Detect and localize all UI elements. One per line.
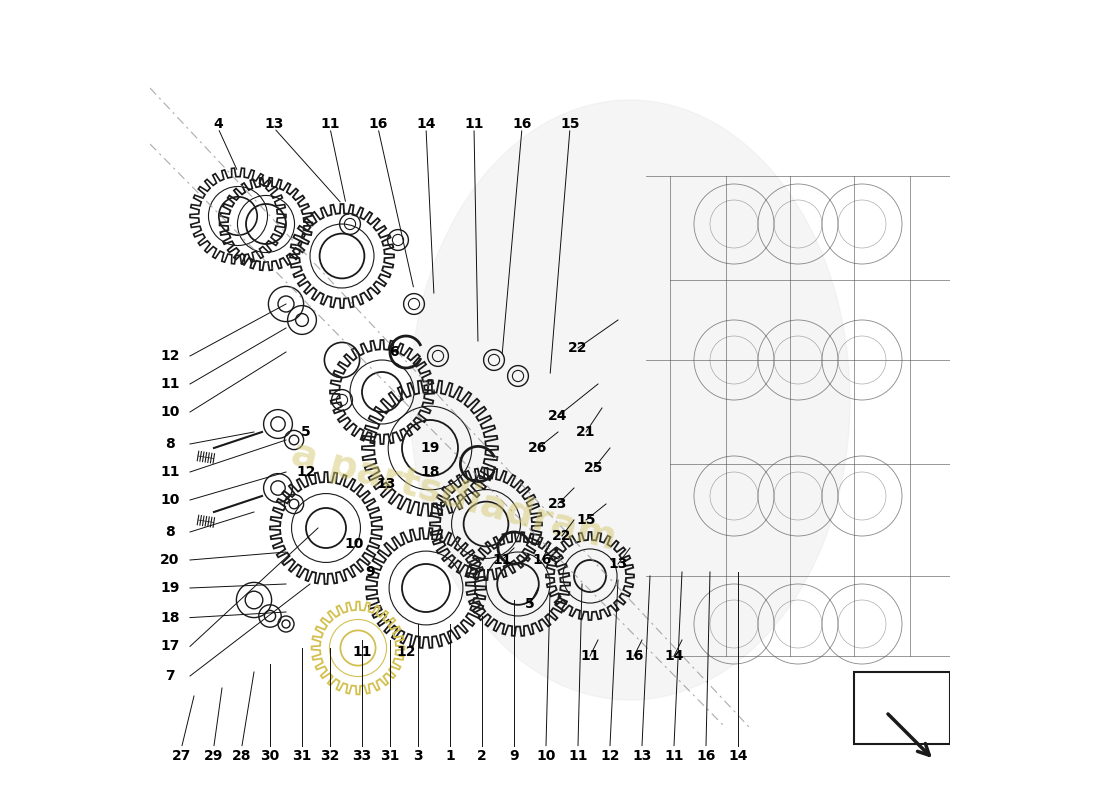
Text: 18: 18 (161, 610, 179, 625)
Text: 14: 14 (416, 117, 436, 131)
Text: 31: 31 (293, 749, 311, 763)
Text: 12: 12 (296, 465, 316, 479)
Text: 11: 11 (569, 749, 587, 763)
Text: 11: 11 (664, 749, 684, 763)
Text: 5: 5 (525, 597, 535, 611)
Text: 10: 10 (161, 493, 179, 507)
Text: 29: 29 (205, 749, 223, 763)
Text: 16: 16 (532, 553, 552, 567)
Text: 23: 23 (548, 497, 568, 511)
Text: 16: 16 (368, 117, 387, 131)
Text: 9: 9 (509, 749, 519, 763)
Text: 3: 3 (414, 749, 422, 763)
Text: 7: 7 (165, 669, 175, 683)
Text: 12: 12 (161, 349, 179, 363)
Text: 9: 9 (365, 565, 375, 579)
Text: 11: 11 (161, 377, 179, 391)
Text: 8: 8 (165, 437, 175, 451)
Text: 22: 22 (552, 529, 572, 543)
Text: 19: 19 (161, 581, 179, 595)
Text: 10: 10 (344, 537, 364, 551)
Text: 32: 32 (320, 749, 340, 763)
Text: 33: 33 (352, 749, 372, 763)
Text: 11: 11 (581, 649, 600, 663)
Text: 25: 25 (584, 461, 604, 475)
Text: 15: 15 (560, 117, 580, 131)
Text: a partsdiadram: a partsdiadram (287, 434, 620, 558)
Text: 31: 31 (381, 749, 399, 763)
Text: 20: 20 (161, 553, 179, 567)
Text: 11: 11 (493, 553, 512, 567)
Text: 28: 28 (232, 749, 252, 763)
Text: 22: 22 (569, 341, 587, 355)
Text: 16: 16 (696, 749, 716, 763)
Text: 27: 27 (173, 749, 191, 763)
Text: 13: 13 (264, 117, 284, 131)
Text: 30: 30 (261, 749, 279, 763)
Text: 17: 17 (161, 639, 179, 654)
Text: 2: 2 (477, 749, 487, 763)
Text: 8: 8 (165, 525, 175, 539)
Text: 14: 14 (664, 649, 684, 663)
Text: 15: 15 (576, 513, 596, 527)
Text: 13: 13 (376, 477, 396, 491)
Text: 13: 13 (608, 557, 628, 571)
Text: 16: 16 (625, 649, 644, 663)
Text: 5: 5 (301, 425, 311, 439)
Text: 6: 6 (389, 345, 399, 359)
Text: 12: 12 (396, 645, 416, 659)
Text: 11: 11 (352, 645, 372, 659)
Text: 19: 19 (420, 441, 440, 455)
Text: 11: 11 (464, 117, 484, 131)
Text: 11: 11 (320, 117, 340, 131)
Ellipse shape (410, 100, 850, 700)
Text: 11: 11 (161, 465, 179, 479)
Text: 24: 24 (548, 409, 568, 423)
Text: 13: 13 (632, 749, 651, 763)
Text: 21: 21 (576, 425, 596, 439)
Text: 16: 16 (513, 117, 531, 131)
Text: 1: 1 (446, 749, 455, 763)
Text: 4: 4 (213, 117, 223, 131)
Text: 10: 10 (537, 749, 556, 763)
Text: 10: 10 (161, 405, 179, 419)
Text: 18: 18 (420, 465, 440, 479)
Text: 12: 12 (601, 749, 619, 763)
Text: 26: 26 (528, 441, 548, 455)
Text: 14: 14 (728, 749, 748, 763)
